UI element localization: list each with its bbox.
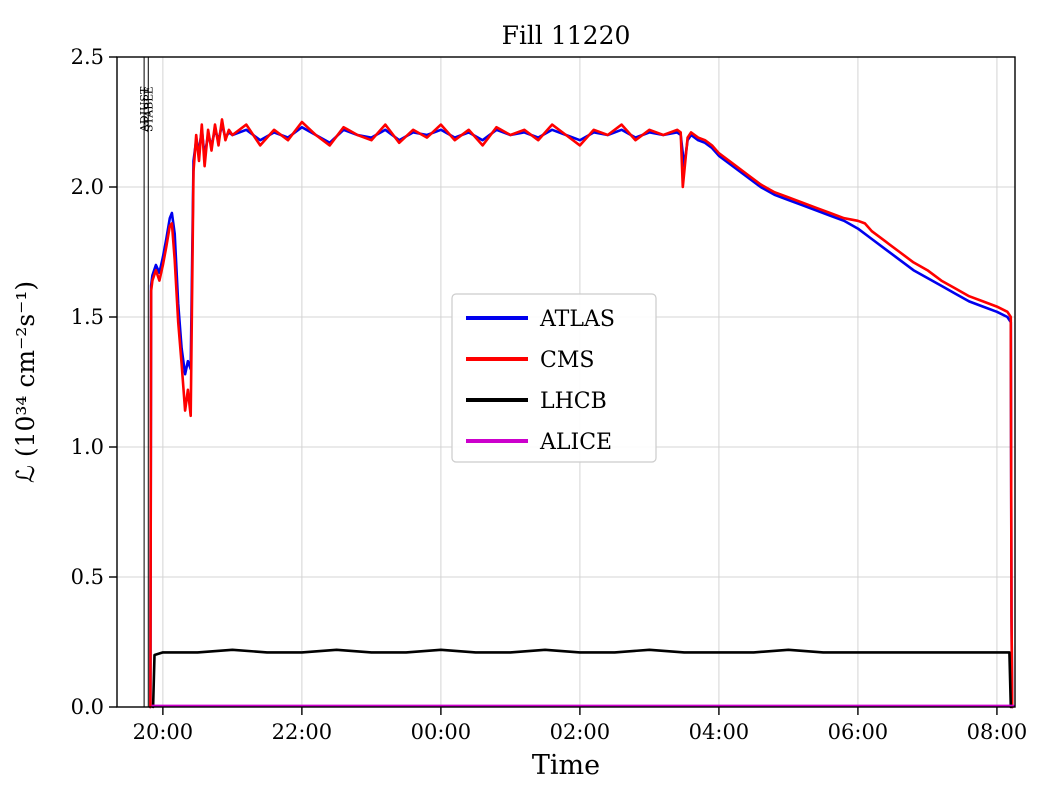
plot-border bbox=[116, 56, 1016, 708]
y-tick-label: 1.0 bbox=[71, 435, 104, 459]
y-axis-label: ℒ (10³⁴ cm⁻²s⁻¹) bbox=[11, 281, 40, 483]
legend-layer: ATLAS CMS LHCB ALICE bbox=[451, 293, 657, 463]
y-tick-label: 0.0 bbox=[71, 695, 104, 719]
x-tick-label: 00:00 bbox=[411, 720, 472, 744]
x-tick-label: 02:00 bbox=[550, 720, 611, 744]
legend-label-lhcb: LHCB bbox=[540, 389, 607, 414]
x-tick-label: 08:00 bbox=[967, 720, 1028, 744]
legend-label-alice: ALICE bbox=[539, 430, 612, 455]
x-tick-label: 04:00 bbox=[689, 720, 750, 744]
series-layer bbox=[149, 118, 1015, 709]
legend-label-cms: CMS bbox=[540, 348, 594, 373]
y-tick-label: 1.5 bbox=[71, 305, 104, 329]
legend-label-atlas: ATLAS bbox=[539, 307, 615, 332]
y-tick-label: 2.5 bbox=[71, 45, 104, 69]
legend-box bbox=[451, 293, 657, 463]
series-line-lhcb bbox=[151, 648, 1013, 709]
series-line-cms bbox=[149, 118, 1014, 709]
x-tick-label: 20:00 bbox=[133, 720, 194, 744]
x-axis-label: Time bbox=[532, 750, 600, 781]
y-tick-label: 0.5 bbox=[71, 565, 104, 589]
y-tick-label: 2.0 bbox=[71, 175, 104, 199]
x-tick-label: 06:00 bbox=[828, 720, 889, 744]
axes-layer: 20:00 22:00 00:00 02:00 04:00 06:00 08:00 0.0 0.… bbox=[71, 45, 1028, 744]
beam-mode-label: STABLE bbox=[142, 86, 155, 132]
chart-title: Fill 11220 bbox=[502, 21, 631, 50]
x-tick-label: 22:00 bbox=[272, 720, 333, 744]
